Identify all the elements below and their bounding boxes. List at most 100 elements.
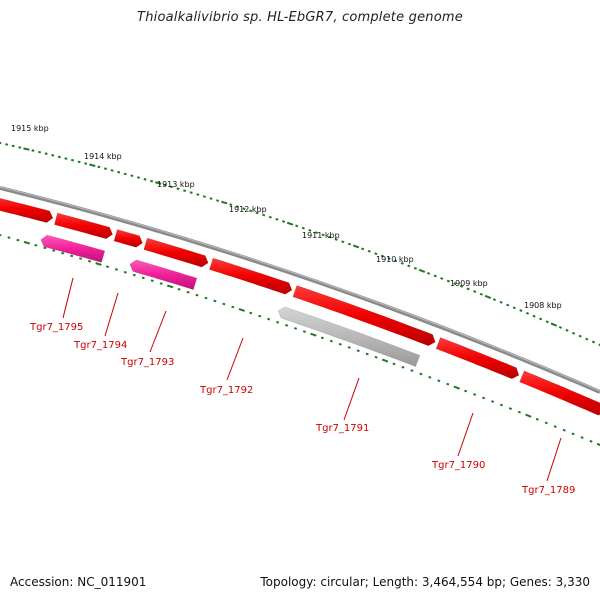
scale-minor-tick	[492, 298, 497, 302]
scale-minor-tick	[202, 195, 206, 198]
inner-scale-major-tick	[596, 442, 600, 447]
scale-minor-tick	[328, 235, 332, 239]
inner-scale-minor-tick	[61, 251, 65, 255]
scale-minor-tick	[110, 169, 114, 172]
scale-minor-tick	[262, 213, 266, 217]
inner-scale-minor-tick	[123, 270, 127, 274]
inner-scale-minor-tick	[141, 276, 145, 280]
inner-scale-minor-tick	[249, 311, 253, 315]
scale-label: 1912 kbp	[229, 205, 267, 214]
scale-minor-tick	[11, 144, 15, 148]
label-leader-line	[457, 412, 474, 457]
inner-scale-minor-tick	[79, 257, 83, 260]
scale-minor-tick	[51, 154, 55, 157]
scale-minor-tick	[235, 205, 239, 208]
scale-minor-tick	[57, 155, 61, 159]
scale-minor-tick	[301, 226, 305, 230]
inner-scale-minor-tick	[473, 393, 477, 396]
gene-label[interactable]: Tgr7_1795	[29, 322, 83, 333]
scale-minor-tick	[38, 150, 42, 154]
scale-minor-tick	[440, 277, 444, 280]
gene-label[interactable]: Tgr7_1791	[315, 423, 369, 434]
topology-text: Topology: circular; Length: 3,464,554 bp…	[260, 575, 590, 589]
scale-label: 1911 kbp	[302, 231, 340, 240]
scale-label: 1910 kbp	[376, 255, 414, 264]
scale-minor-tick	[44, 152, 48, 155]
scale-minor-tick	[97, 165, 101, 169]
map-title: Thioalkalivibrio sp. HL-EbGR7, complete …	[137, 10, 463, 25]
scale-minor-tick	[539, 317, 543, 321]
gene-arrow-tgr7-1792	[143, 237, 209, 268]
scale-minor-tick	[18, 146, 22, 149]
inner-scale-major-tick	[238, 308, 245, 312]
inner-scale-major-tick	[525, 413, 532, 418]
inner-scale-minor-tick	[374, 355, 378, 359]
scale-minor-tick	[275, 217, 279, 221]
inner-scale-minor-tick	[508, 407, 513, 410]
scale-major-tick	[550, 322, 557, 327]
scale-minor-tick	[229, 203, 233, 206]
label-leader-line	[104, 292, 119, 337]
inner-scale-minor-tick	[159, 282, 163, 285]
scale-label: 1913 kbp	[157, 180, 195, 189]
gene-arrow-tgr7-1791	[277, 306, 421, 367]
gene-label[interactable]: Tgr7_1794	[73, 340, 127, 351]
scale-minor-tick	[268, 215, 272, 219]
scale-minor-tick	[453, 282, 457, 286]
inner-scale-major-tick	[95, 262, 102, 266]
gene-arrow	[0, 197, 54, 223]
scale-minor-tick	[433, 274, 437, 278]
inner-scale-minor-tick	[410, 369, 414, 372]
scale-minor-tick	[512, 306, 516, 310]
scale-minor-tick	[183, 189, 187, 192]
inner-scale-minor-tick	[222, 302, 226, 306]
scale-minor-tick	[209, 197, 213, 200]
scale-minor-tick	[578, 334, 582, 338]
scale-minor-tick	[585, 337, 589, 341]
scale-minor-tick	[163, 183, 167, 187]
scale-minor-tick	[334, 238, 338, 241]
inner-scale-minor-tick	[437, 379, 441, 383]
inner-scale-minor-tick	[105, 265, 109, 269]
scale-minor-tick	[103, 167, 108, 170]
scale-major-tick	[23, 147, 30, 151]
inner-scale-minor-tick	[401, 365, 405, 369]
scale-minor-tick	[558, 326, 563, 329]
scale-minor-tick	[532, 314, 536, 318]
inner-scale-minor-tick	[258, 314, 262, 318]
inner-scale-minor-tick	[186, 290, 190, 294]
inner-scale-major-tick	[453, 385, 460, 390]
scale-minor-tick	[446, 279, 450, 283]
gene-label[interactable]: Tgr7_1790	[431, 460, 485, 471]
gene-track	[0, 197, 600, 416]
label-leader-line	[62, 277, 74, 319]
gene-arrow-tgr7-1790	[292, 285, 436, 347]
scale-minor-tick	[123, 172, 127, 176]
scale-major-tick	[89, 163, 96, 167]
scale-minor-tick	[426, 272, 431, 275]
inner-scale-minor-tick	[544, 421, 548, 425]
scale-minor-tick	[308, 228, 312, 232]
inner-scale-minor-tick	[535, 417, 539, 421]
inner-scale-minor-tick	[231, 305, 235, 309]
gene-arrow-tgr7-1793	[129, 259, 198, 290]
inner-scale-minor-tick	[320, 336, 324, 340]
inner-scale-minor-tick	[34, 243, 38, 247]
inner-scale-minor-tick	[70, 254, 74, 258]
scale-minor-tick	[413, 266, 417, 270]
inner-scale-minor-tick	[428, 375, 432, 379]
inner-scale-minor-tick	[347, 346, 351, 349]
inner-scale-minor-tick	[490, 400, 495, 403]
scale-major-tick	[286, 221, 294, 226]
gene-label[interactable]: Tgr7_1789	[521, 485, 575, 496]
scale-ruler: 1915 kbp 1914 kbp 1913 kbp 1912 kbp 1911 kbp…	[0, 124, 600, 447]
scale-minor-tick	[361, 247, 365, 251]
inner-scale-minor-tick	[267, 317, 271, 321]
scale-minor-tick	[136, 176, 140, 179]
gene-label[interactable]: Tgr7_1793	[120, 357, 174, 368]
scale-minor-tick	[321, 233, 325, 237]
scale-label: 1915 kbp	[11, 124, 49, 133]
scale-label: 1909 kbp	[450, 279, 488, 288]
gene-arrow-tgr7-1795	[40, 234, 106, 263]
gene-label[interactable]: Tgr7_1792	[199, 385, 253, 396]
